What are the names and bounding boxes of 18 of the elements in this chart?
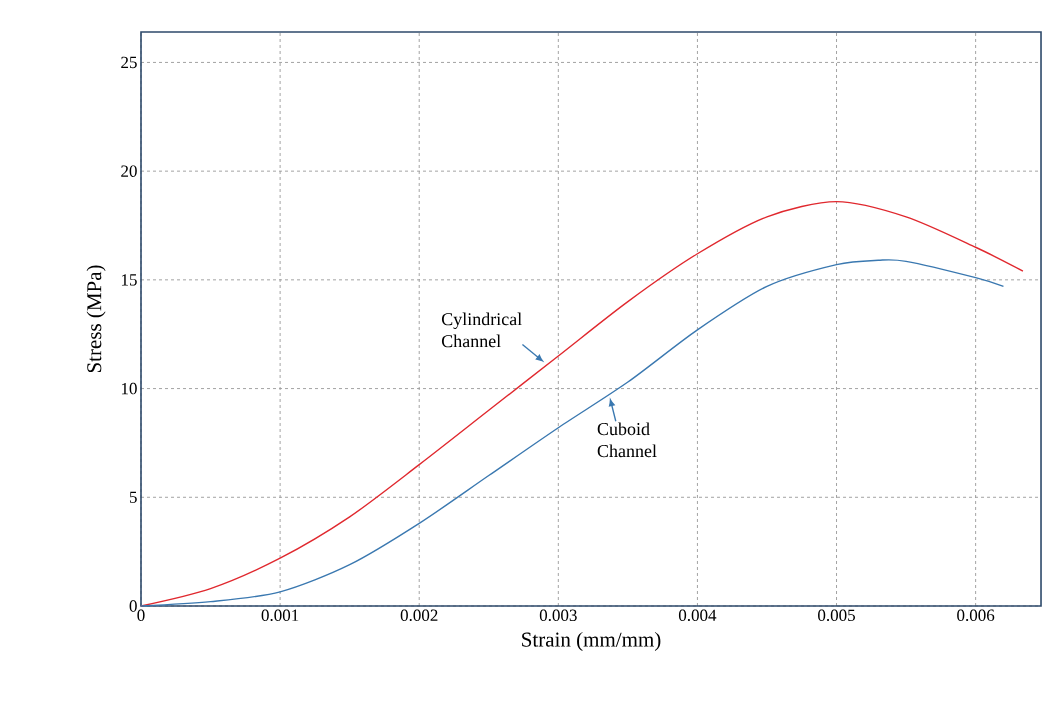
- x-axis-title: Strain (mm/mm): [522, 631, 661, 651]
- y-axis-title: Stress (MPa): [86, 265, 106, 373]
- y-tick-label: 15: [121, 274, 137, 286]
- x-tick-label: 0.005: [818, 609, 855, 622]
- x-tick-label: 0.003: [539, 609, 577, 622]
- annotation: Cylindrical Channel: [441, 312, 522, 348]
- y-tick-label: 5: [129, 491, 137, 503]
- y-tick-label: 20: [121, 165, 137, 177]
- x-tick-label: 0.001: [261, 609, 299, 622]
- annotation: Cuboid Channel: [597, 422, 657, 458]
- y-tick-label: 10: [121, 382, 137, 395]
- line-series: [140, 259, 1005, 607]
- y-tick-label: 0: [129, 600, 137, 612]
- x-tick-label: 0.002: [400, 609, 438, 622]
- y-tick-label: 25: [121, 56, 137, 69]
- x-tick-label: 0: [137, 609, 145, 622]
- x-tick-label: 0.006: [957, 609, 995, 622]
- x-tick-label: 0.004: [678, 609, 717, 622]
